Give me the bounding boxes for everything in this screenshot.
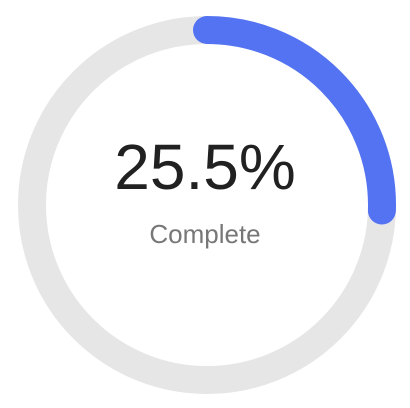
progress-value: 25.5% xyxy=(114,131,296,203)
progress-label: Complete xyxy=(149,219,261,249)
progress-fill-arc xyxy=(18,16,396,394)
